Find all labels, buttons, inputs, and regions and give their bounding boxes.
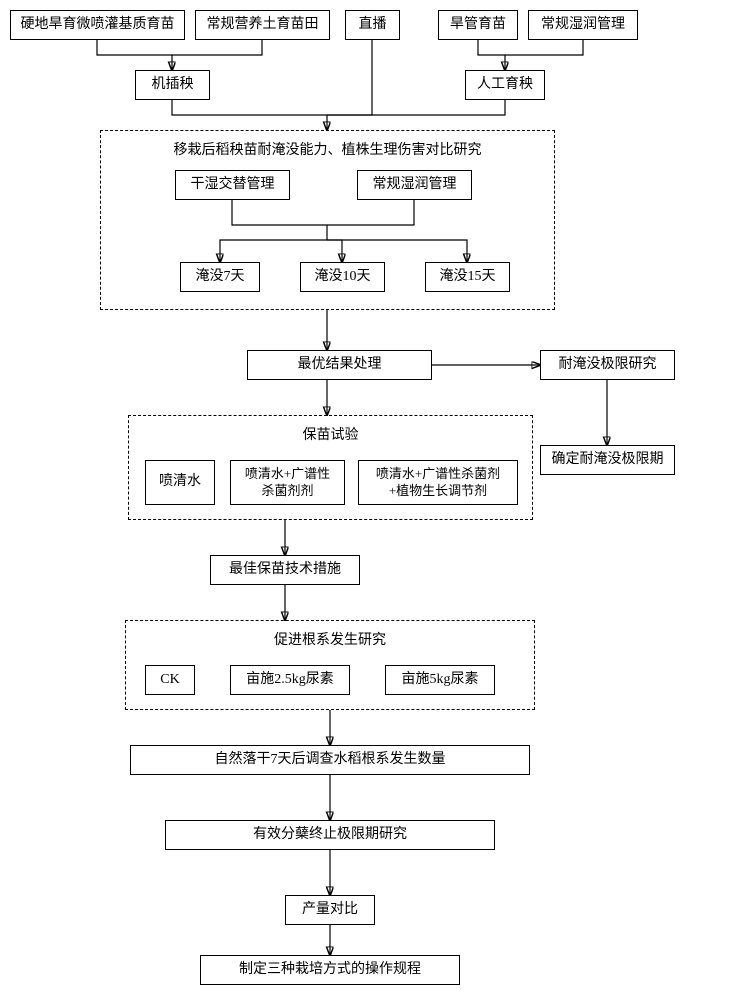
node-top2: 常规营养土育苗田 [195,10,330,40]
node-water-fungicide-regulator: 喷清水+广谱性杀菌剂+植物生长调节剂 [358,460,518,505]
group1-title: 移栽后稻秧苗耐淹没能力、植株生理伤害对比研究 [101,139,554,159]
node-ck: CK [145,665,195,695]
node-water-spray: 喷清水 [145,460,215,505]
node-procedure: 制定三种栽培方式的操作规程 [200,955,460,985]
node-top4: 旱管育苗 [438,10,518,40]
node-water-fungicide: 喷清水+广谱性杀菌剂剂 [230,460,345,505]
node-limit-study: 耐淹没极限研究 [540,350,675,380]
node-urea-25: 亩施2.5kg尿素 [230,665,350,695]
node-limit-period: 确定耐淹没极限期 [540,445,675,475]
node-optimal-result: 最优结果处理 [247,350,432,380]
node-sub15: 淹没15天 [425,262,510,292]
node-machine-transplant: 机插秧 [135,70,210,100]
node-top5: 常规湿润管理 [528,10,638,40]
node-top1: 硬地旱育微喷灌基质育苗 [10,10,185,40]
group2-title: 保苗试验 [129,424,532,444]
node-root-survey: 自然落干7天后调查水稻根系发生数量 [130,745,530,775]
node-normal-moist: 常规湿润管理 [357,170,472,200]
group3-title: 促进根系发生研究 [126,629,534,649]
node-tiller-limit: 有效分蘖终止极限期研究 [165,820,495,850]
node-yield: 产量对比 [285,895,375,925]
node-best-technique: 最佳保苗技术措施 [210,555,360,585]
node-top3: 直播 [345,10,400,40]
node-sub10: 淹没10天 [300,262,385,292]
node-sub7: 淹没7天 [180,262,260,292]
node-manual-transplant: 人工育秧 [465,70,545,100]
node-urea-5: 亩施5kg尿素 [385,665,495,695]
node-dry-wet: 干湿交替管理 [175,170,290,200]
